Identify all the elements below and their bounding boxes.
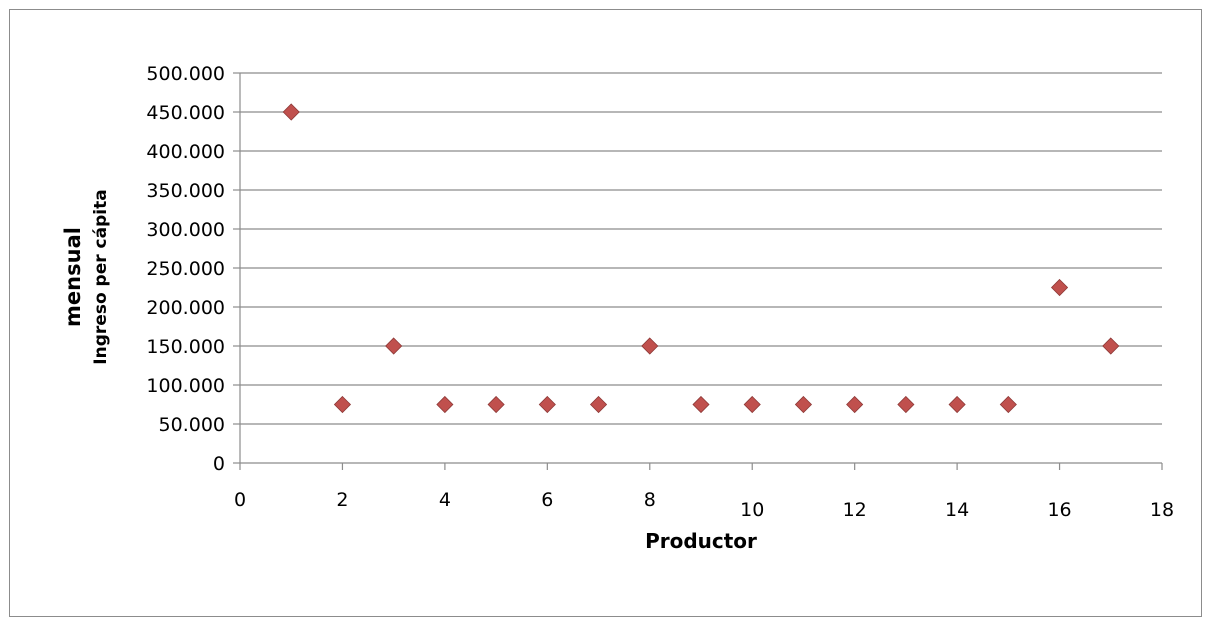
axes xyxy=(233,72,1163,470)
data-point xyxy=(589,395,608,414)
data-point xyxy=(436,395,454,414)
x-tick-label: 0 xyxy=(234,489,246,511)
y-tick-label: 0 xyxy=(213,453,225,475)
x-tick-label: 14 xyxy=(945,499,969,521)
data-point xyxy=(846,395,864,414)
data-point xyxy=(1102,337,1120,355)
y-tick-label: 150.000 xyxy=(146,336,225,358)
data-point xyxy=(538,395,556,414)
data-point xyxy=(282,103,300,121)
y-axis-title-line1: mensual xyxy=(61,227,85,327)
x-tick-label: 12 xyxy=(843,499,867,521)
y-tick-label: 100.000 xyxy=(146,375,225,397)
x-tick-label: 10 xyxy=(740,499,764,521)
x-tick-label: 4 xyxy=(439,489,451,511)
y-tick-label: 500.000 xyxy=(146,63,225,85)
chart-frame xyxy=(9,9,1202,617)
y-tick-label: 450.000 xyxy=(146,102,225,124)
data-point xyxy=(794,395,813,414)
data-point xyxy=(641,337,659,355)
data-point xyxy=(692,395,710,414)
y-tick-label: 350.000 xyxy=(146,180,225,202)
y-tick-label: 200.000 xyxy=(146,297,225,319)
x-tick-label: 2 xyxy=(336,489,348,511)
gridlines xyxy=(240,72,1162,425)
x-tick-label: 18 xyxy=(1150,499,1174,521)
data-point xyxy=(1050,278,1069,297)
data-point xyxy=(385,337,403,355)
data-points xyxy=(282,103,1120,414)
data-point xyxy=(897,395,915,414)
x-tick-label: 6 xyxy=(541,489,553,511)
y-axis-title-line2: Ingreso per cápita xyxy=(91,189,111,364)
data-point xyxy=(487,395,505,414)
y-tick-label: 250.000 xyxy=(146,258,225,280)
data-point xyxy=(948,395,966,414)
data-point xyxy=(743,395,761,414)
x-tick-label: 16 xyxy=(1047,499,1071,521)
y-tick-label: 300.000 xyxy=(146,219,225,241)
y-tick-label: 400.000 xyxy=(146,141,225,163)
y-tick-label: 50.000 xyxy=(159,414,225,436)
x-tick-labels: 0 2 4 6 8 10 12 14 16 18 xyxy=(234,489,1174,521)
data-point xyxy=(333,395,352,414)
x-tick-label: 8 xyxy=(644,489,656,511)
data-point xyxy=(999,395,1017,414)
y-tick-labels: 0 50.000 100.000 150.000 200.000 250.000 300.0… xyxy=(146,63,225,475)
x-axis-title: Productor xyxy=(645,529,757,553)
